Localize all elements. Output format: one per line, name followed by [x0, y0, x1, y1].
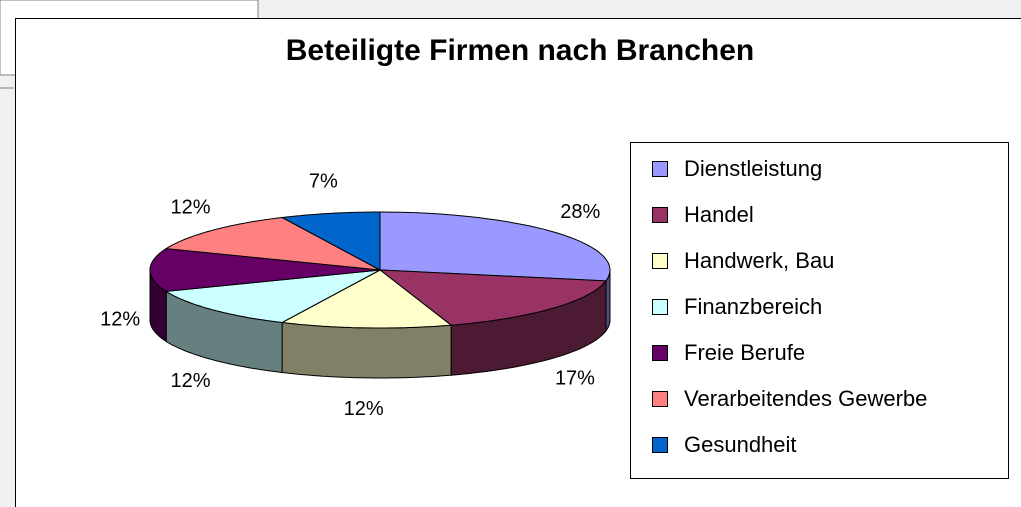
legend-swatch [652, 161, 668, 177]
legend-swatch [652, 437, 668, 453]
legend [630, 142, 1009, 479]
legend-label: Verarbeitendes Gewerbe [684, 386, 927, 411]
legend-label: Handwerk, Bau [684, 248, 834, 273]
slice-side [281, 321, 452, 379]
legend-label: Gesundheit [684, 432, 797, 457]
chart-title: Beteiligte Firmen nach Branchen [286, 34, 754, 67]
slice [149, 248, 381, 292]
slice [164, 216, 381, 271]
slice [379, 211, 611, 282]
data-label: 12% [171, 370, 211, 392]
data-label: 12% [171, 197, 211, 219]
legend-label: Dienstleistung [684, 156, 822, 181]
slice [164, 269, 381, 324]
data-label: 17% [555, 368, 595, 390]
slice [280, 211, 381, 271]
slice [280, 269, 453, 329]
legend-label: Finanzbereich [684, 294, 822, 319]
legend-swatch [652, 391, 668, 407]
legend-swatch [652, 345, 668, 361]
legend-label: Handel [684, 202, 754, 227]
data-label: 7% [309, 171, 338, 193]
legend-swatch [652, 253, 668, 269]
data-label: 12% [344, 398, 384, 420]
slice [378, 269, 607, 326]
legend-swatch [652, 299, 668, 315]
legend-swatch [652, 207, 668, 223]
data-label: 12% [100, 308, 140, 330]
data-label: 28% [560, 201, 600, 223]
legend-label: Freie Berufe [684, 340, 805, 365]
